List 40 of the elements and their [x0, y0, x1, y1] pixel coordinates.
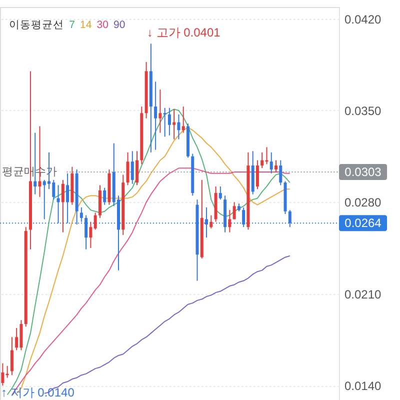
candlestick — [210, 214, 213, 229]
candlestick — [89, 221, 92, 249]
candlestick — [94, 212, 97, 230]
candlestick — [15, 327, 18, 351]
candlestick — [136, 150, 139, 186]
candlestick — [168, 107, 171, 136]
candlestick — [232, 202, 236, 220]
y-tick-label: 0.0350 — [344, 104, 382, 118]
candlestick — [10, 336, 14, 376]
annotation: ↑ 저가 0.0140 — [1, 386, 75, 400]
candlestick — [172, 108, 176, 140]
candlestick — [270, 152, 273, 174]
candlestick — [182, 106, 185, 134]
candlestick — [256, 160, 259, 190]
candlestick — [130, 150, 134, 184]
text: 0.0303 — [344, 165, 382, 180]
candlestick — [260, 152, 264, 169]
candlestick — [103, 187, 106, 206]
legend-title: 이동평균선 — [9, 19, 64, 31]
candlestick — [154, 81, 158, 150]
annotation: ↓ 고가 0.0401 — [146, 26, 221, 40]
text: 7 — [69, 19, 76, 31]
candlestick — [158, 89, 162, 134]
candlestick — [177, 114, 180, 140]
candlestick — [228, 210, 232, 233]
y-tick-label: 0.0420 — [344, 12, 382, 26]
y-tick-label: 0.0140 — [344, 379, 382, 394]
text: 14 — [80, 19, 92, 31]
candlestick — [1, 362, 4, 386]
candlestick — [126, 152, 130, 186]
text: 0.0264 — [344, 216, 382, 230]
candlestick — [61, 179, 64, 233]
candlestick — [218, 186, 222, 200]
y-tick-label: 0.0280 — [344, 196, 382, 210]
candlestick — [274, 160, 278, 173]
text: 90 — [114, 19, 126, 31]
candlestick — [163, 107, 166, 138]
candlestick — [279, 160, 282, 186]
text: 30 — [96, 19, 109, 31]
y-tick-label: 0.0210 — [344, 287, 382, 302]
